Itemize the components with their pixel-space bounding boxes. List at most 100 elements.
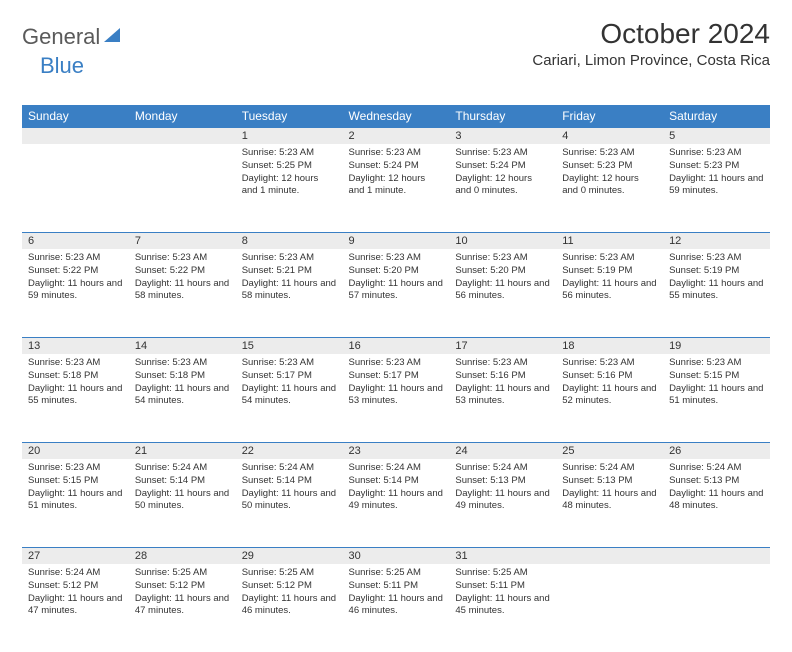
weekday-header: Monday bbox=[129, 105, 236, 127]
day-content-cell: Sunrise: 5:23 AMSunset: 5:22 PMDaylight:… bbox=[22, 249, 129, 337]
day-content-cell: Sunrise: 5:23 AMSunset: 5:22 PMDaylight:… bbox=[129, 249, 236, 337]
day-number: 20 bbox=[22, 442, 129, 459]
calendar-table: Sunday Monday Tuesday Wednesday Thursday… bbox=[22, 105, 770, 652]
day-number-cell: 19 bbox=[663, 337, 770, 354]
day-number: 18 bbox=[556, 337, 663, 354]
day-content-row: Sunrise: 5:24 AMSunset: 5:12 PMDaylight:… bbox=[22, 564, 770, 652]
day-number-cell: 30 bbox=[343, 547, 450, 564]
day-content-cell: Sunrise: 5:25 AMSunset: 5:12 PMDaylight:… bbox=[236, 564, 343, 652]
day-content: Sunrise: 5:24 AMSunset: 5:14 PMDaylight:… bbox=[129, 459, 236, 519]
day-content: Sunrise: 5:23 AMSunset: 5:20 PMDaylight:… bbox=[343, 249, 450, 309]
day-number: 27 bbox=[22, 547, 129, 564]
day-content-cell: Sunrise: 5:23 AMSunset: 5:17 PMDaylight:… bbox=[236, 354, 343, 442]
day-content: Sunrise: 5:23 AMSunset: 5:15 PMDaylight:… bbox=[22, 459, 129, 519]
day-number-cell: 9 bbox=[343, 232, 450, 249]
day-content: Sunrise: 5:25 AMSunset: 5:12 PMDaylight:… bbox=[236, 564, 343, 624]
day-content: Sunrise: 5:24 AMSunset: 5:13 PMDaylight:… bbox=[663, 459, 770, 519]
day-content-cell: Sunrise: 5:24 AMSunset: 5:12 PMDaylight:… bbox=[22, 564, 129, 652]
day-number bbox=[129, 127, 236, 144]
day-content: Sunrise: 5:23 AMSunset: 5:21 PMDaylight:… bbox=[236, 249, 343, 309]
day-content: Sunrise: 5:23 AMSunset: 5:19 PMDaylight:… bbox=[663, 249, 770, 309]
sail-icon bbox=[100, 24, 122, 50]
day-number-cell: 22 bbox=[236, 442, 343, 459]
day-number: 31 bbox=[449, 547, 556, 564]
day-number: 25 bbox=[556, 442, 663, 459]
day-content-cell: Sunrise: 5:25 AMSunset: 5:12 PMDaylight:… bbox=[129, 564, 236, 652]
day-content-row: Sunrise: 5:23 AMSunset: 5:15 PMDaylight:… bbox=[22, 459, 770, 547]
day-content-cell: Sunrise: 5:23 AMSunset: 5:23 PMDaylight:… bbox=[556, 144, 663, 232]
day-content-cell: Sunrise: 5:23 AMSunset: 5:20 PMDaylight:… bbox=[449, 249, 556, 337]
day-number-cell: 25 bbox=[556, 442, 663, 459]
day-number-cell: 29 bbox=[236, 547, 343, 564]
day-content-cell bbox=[663, 564, 770, 652]
day-content: Sunrise: 5:23 AMSunset: 5:22 PMDaylight:… bbox=[129, 249, 236, 309]
brand-part1: General bbox=[22, 24, 100, 50]
day-number-cell: 15 bbox=[236, 337, 343, 354]
day-content: Sunrise: 5:23 AMSunset: 5:22 PMDaylight:… bbox=[22, 249, 129, 309]
day-number-cell: 12 bbox=[663, 232, 770, 249]
day-content-cell: Sunrise: 5:23 AMSunset: 5:19 PMDaylight:… bbox=[663, 249, 770, 337]
day-content-cell: Sunrise: 5:23 AMSunset: 5:17 PMDaylight:… bbox=[343, 354, 450, 442]
day-number-cell: 31 bbox=[449, 547, 556, 564]
day-content: Sunrise: 5:23 AMSunset: 5:15 PMDaylight:… bbox=[663, 354, 770, 414]
day-content-cell: Sunrise: 5:24 AMSunset: 5:13 PMDaylight:… bbox=[663, 459, 770, 547]
day-number: 1 bbox=[236, 127, 343, 144]
weekday-header: Wednesday bbox=[343, 105, 450, 127]
day-content-row: Sunrise: 5:23 AMSunset: 5:25 PMDaylight:… bbox=[22, 144, 770, 232]
day-content-cell: Sunrise: 5:24 AMSunset: 5:14 PMDaylight:… bbox=[236, 459, 343, 547]
day-content bbox=[22, 144, 129, 153]
brand-logo: General bbox=[22, 18, 122, 50]
day-content: Sunrise: 5:23 AMSunset: 5:18 PMDaylight:… bbox=[129, 354, 236, 414]
day-number-cell: 5 bbox=[663, 127, 770, 144]
day-content: Sunrise: 5:23 AMSunset: 5:16 PMDaylight:… bbox=[449, 354, 556, 414]
day-number-cell: 2 bbox=[343, 127, 450, 144]
day-number: 21 bbox=[129, 442, 236, 459]
day-number: 17 bbox=[449, 337, 556, 354]
day-content-cell: Sunrise: 5:23 AMSunset: 5:16 PMDaylight:… bbox=[449, 354, 556, 442]
day-content-cell bbox=[556, 564, 663, 652]
day-number: 12 bbox=[663, 232, 770, 249]
day-content-cell: Sunrise: 5:25 AMSunset: 5:11 PMDaylight:… bbox=[449, 564, 556, 652]
day-content: Sunrise: 5:24 AMSunset: 5:14 PMDaylight:… bbox=[343, 459, 450, 519]
day-content: Sunrise: 5:25 AMSunset: 5:12 PMDaylight:… bbox=[129, 564, 236, 624]
weekday-header: Thursday bbox=[449, 105, 556, 127]
weekday-header: Friday bbox=[556, 105, 663, 127]
day-number: 2 bbox=[343, 127, 450, 144]
day-number: 11 bbox=[556, 232, 663, 249]
day-content-cell: Sunrise: 5:23 AMSunset: 5:19 PMDaylight:… bbox=[556, 249, 663, 337]
day-content: Sunrise: 5:23 AMSunset: 5:24 PMDaylight:… bbox=[449, 144, 556, 204]
day-content-row: Sunrise: 5:23 AMSunset: 5:22 PMDaylight:… bbox=[22, 249, 770, 337]
day-number-cell: 24 bbox=[449, 442, 556, 459]
day-number-cell bbox=[663, 547, 770, 564]
day-number-cell: 8 bbox=[236, 232, 343, 249]
daynum-row: 2728293031 bbox=[22, 547, 770, 564]
day-number: 16 bbox=[343, 337, 450, 354]
day-content-cell: Sunrise: 5:24 AMSunset: 5:14 PMDaylight:… bbox=[343, 459, 450, 547]
day-content: Sunrise: 5:23 AMSunset: 5:25 PMDaylight:… bbox=[236, 144, 343, 204]
day-number: 4 bbox=[556, 127, 663, 144]
day-number-cell bbox=[556, 547, 663, 564]
day-number: 15 bbox=[236, 337, 343, 354]
day-number-cell: 21 bbox=[129, 442, 236, 459]
day-number: 13 bbox=[22, 337, 129, 354]
day-content: Sunrise: 5:25 AMSunset: 5:11 PMDaylight:… bbox=[449, 564, 556, 624]
daynum-row: 6789101112 bbox=[22, 232, 770, 249]
day-number: 7 bbox=[129, 232, 236, 249]
day-number: 5 bbox=[663, 127, 770, 144]
day-content-cell: Sunrise: 5:23 AMSunset: 5:23 PMDaylight:… bbox=[663, 144, 770, 232]
day-content-cell: Sunrise: 5:23 AMSunset: 5:21 PMDaylight:… bbox=[236, 249, 343, 337]
day-content: Sunrise: 5:23 AMSunset: 5:17 PMDaylight:… bbox=[343, 354, 450, 414]
day-content-cell: Sunrise: 5:23 AMSunset: 5:15 PMDaylight:… bbox=[22, 459, 129, 547]
day-number-cell: 3 bbox=[449, 127, 556, 144]
day-content-cell: Sunrise: 5:23 AMSunset: 5:16 PMDaylight:… bbox=[556, 354, 663, 442]
day-number: 23 bbox=[343, 442, 450, 459]
day-content: Sunrise: 5:23 AMSunset: 5:18 PMDaylight:… bbox=[22, 354, 129, 414]
day-number-cell: 13 bbox=[22, 337, 129, 354]
day-content-cell: Sunrise: 5:23 AMSunset: 5:24 PMDaylight:… bbox=[449, 144, 556, 232]
day-content-cell: Sunrise: 5:24 AMSunset: 5:13 PMDaylight:… bbox=[449, 459, 556, 547]
day-content: Sunrise: 5:23 AMSunset: 5:23 PMDaylight:… bbox=[663, 144, 770, 204]
day-number-cell: 7 bbox=[129, 232, 236, 249]
day-number: 30 bbox=[343, 547, 450, 564]
day-content-cell: Sunrise: 5:25 AMSunset: 5:11 PMDaylight:… bbox=[343, 564, 450, 652]
day-content: Sunrise: 5:23 AMSunset: 5:20 PMDaylight:… bbox=[449, 249, 556, 309]
